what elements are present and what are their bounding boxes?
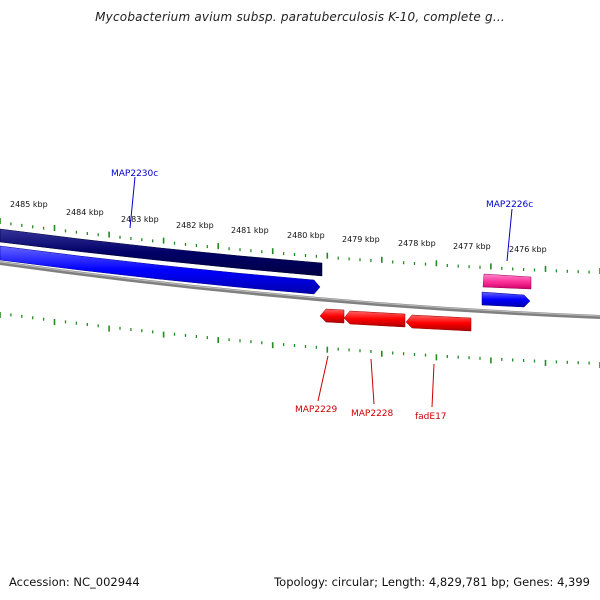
tick-label: 2477 kbp — [453, 242, 491, 251]
leader-line-MAP2228 — [370, 358, 375, 405]
gene-MAP2226c[interactable] — [482, 273, 532, 290]
cds-blue-right[interactable] — [481, 291, 531, 308]
cds-blue-left[interactable] — [0, 245, 321, 295]
tick-label: 2483 kbp — [121, 215, 159, 224]
inner-tick-ring — [0, 312, 600, 368]
tick-label: 2480 kbp — [287, 231, 325, 240]
gene-MAP2229[interactable] — [319, 308, 345, 324]
gene-label-MAP2230c[interactable]: MAP2230c — [111, 169, 158, 179]
genome-backbone-highlight — [0, 261, 600, 317]
gene-label-fadE17[interactable]: fadE17 — [415, 412, 447, 422]
tick-label: 2482 kbp — [176, 221, 214, 230]
tick-label: 2479 kbp — [342, 235, 380, 244]
gene-MAP2230c[interactable] — [0, 228, 323, 277]
gene-label-MAP2229[interactable]: MAP2229 — [295, 405, 338, 415]
genome-backbone — [0, 261, 600, 319]
outer-tick-ring — [0, 218, 600, 274]
tick-label: 2478 kbp — [398, 239, 436, 248]
gene-MAP2228[interactable] — [343, 310, 406, 328]
leader-line-MAP2229 — [317, 355, 329, 402]
tick-label: 2484 kbp — [66, 208, 104, 217]
tick-labels: 2485 kbp 2484 kbp 2483 kbp 2482 kbp 2481… — [10, 200, 547, 254]
tick-label: 2485 kbp — [10, 200, 48, 209]
gene-label-MAP2226c[interactable]: MAP2226c — [486, 200, 533, 210]
gene-label-MAP2228[interactable]: MAP2228 — [351, 409, 394, 419]
tick-label: 2476 kbp — [509, 245, 547, 254]
genome-summary-text: Topology: circular; Length: 4,829,781 bp… — [274, 575, 590, 589]
leader-line-fadE17 — [431, 363, 435, 408]
accession-text: Accession: NC_002944 — [9, 575, 140, 589]
leader-line-MAP2230c — [129, 176, 136, 229]
leader-line-MAP2226c — [506, 208, 513, 262]
gene-fadE17[interactable] — [405, 314, 472, 332]
map-title: Mycobacterium avium subsp. paratuberculo… — [95, 10, 505, 24]
tick-label: 2481 kbp — [231, 226, 269, 235]
